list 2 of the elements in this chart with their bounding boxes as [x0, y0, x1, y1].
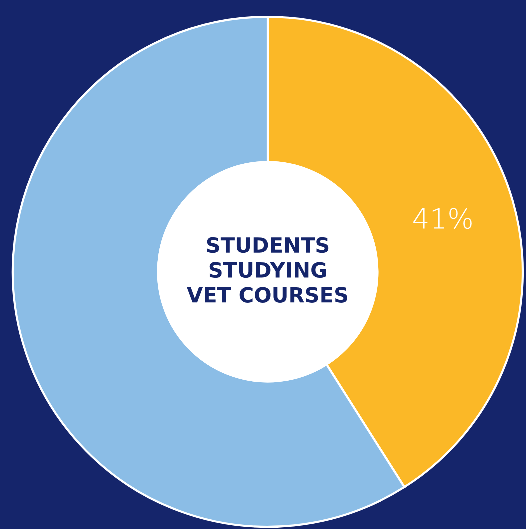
text: STUDENTS STUDYING VET COURSES [187, 237, 348, 303]
data-label: 41% [414, 208, 472, 230]
